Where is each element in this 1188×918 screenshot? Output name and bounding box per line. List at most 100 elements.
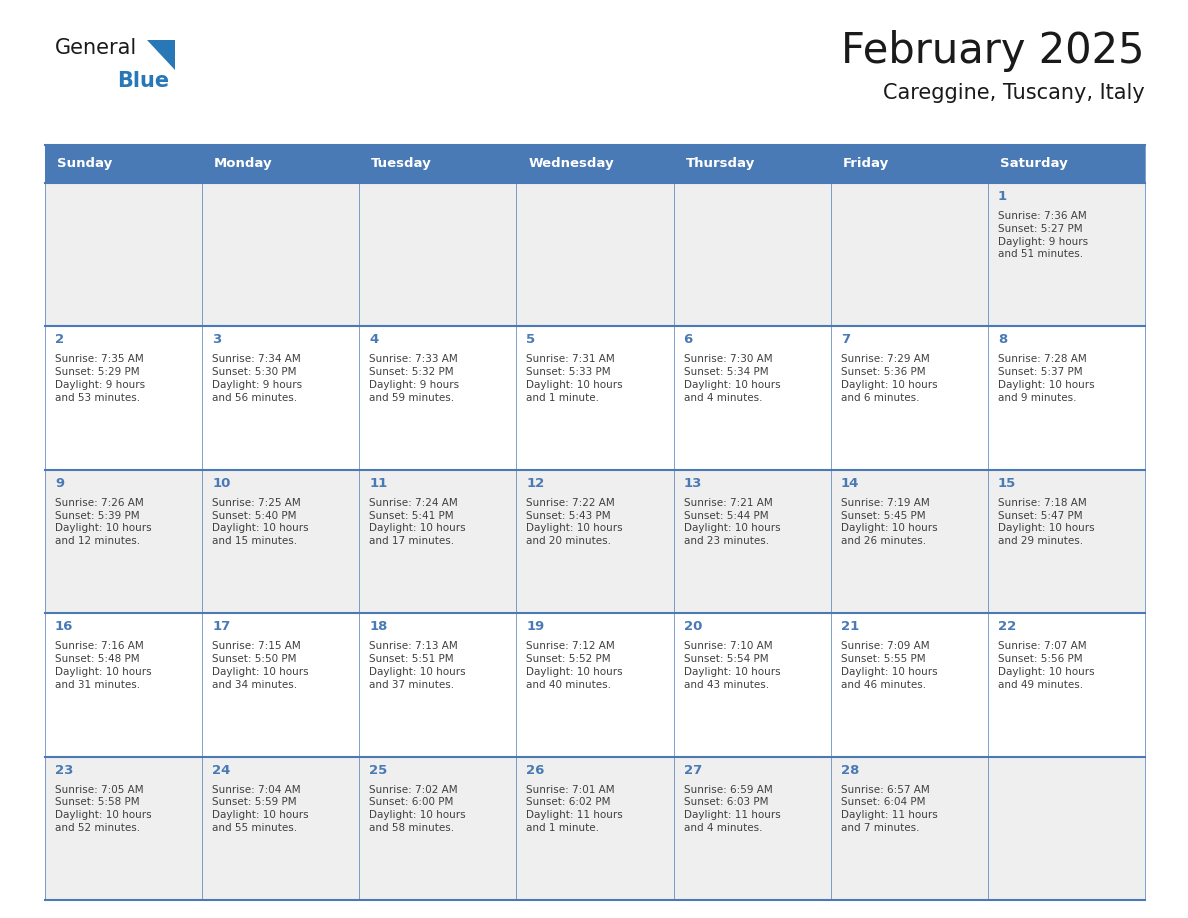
Text: Sunrise: 7:26 AM
Sunset: 5:39 PM
Daylight: 10 hours
and 12 minutes.: Sunrise: 7:26 AM Sunset: 5:39 PM Dayligh… <box>55 498 152 546</box>
Text: 10: 10 <box>213 476 230 490</box>
Text: Sunrise: 7:05 AM
Sunset: 5:58 PM
Daylight: 10 hours
and 52 minutes.: Sunrise: 7:05 AM Sunset: 5:58 PM Dayligh… <box>55 785 152 833</box>
Text: Sunrise: 7:22 AM
Sunset: 5:43 PM
Daylight: 10 hours
and 20 minutes.: Sunrise: 7:22 AM Sunset: 5:43 PM Dayligh… <box>526 498 623 546</box>
Text: 23: 23 <box>55 764 74 777</box>
Bar <box>830 183 988 327</box>
Text: Sunrise: 7:31 AM
Sunset: 5:33 PM
Daylight: 10 hours
and 1 minute.: Sunrise: 7:31 AM Sunset: 5:33 PM Dayligh… <box>526 354 623 403</box>
Bar <box>830 470 988 613</box>
Bar <box>674 756 830 900</box>
Text: Sunrise: 7:02 AM
Sunset: 6:00 PM
Daylight: 10 hours
and 58 minutes.: Sunrise: 7:02 AM Sunset: 6:00 PM Dayligh… <box>369 785 466 833</box>
Text: Sunrise: 7:10 AM
Sunset: 5:54 PM
Daylight: 10 hours
and 43 minutes.: Sunrise: 7:10 AM Sunset: 5:54 PM Dayligh… <box>683 641 781 689</box>
Text: Sunrise: 7:19 AM
Sunset: 5:45 PM
Daylight: 10 hours
and 26 minutes.: Sunrise: 7:19 AM Sunset: 5:45 PM Dayligh… <box>841 498 937 546</box>
Bar <box>830 756 988 900</box>
Text: 13: 13 <box>683 476 702 490</box>
Text: Sunrise: 7:30 AM
Sunset: 5:34 PM
Daylight: 10 hours
and 4 minutes.: Sunrise: 7:30 AM Sunset: 5:34 PM Dayligh… <box>683 354 781 403</box>
Text: Sunrise: 7:15 AM
Sunset: 5:50 PM
Daylight: 10 hours
and 34 minutes.: Sunrise: 7:15 AM Sunset: 5:50 PM Dayligh… <box>213 641 309 689</box>
Bar <box>988 145 1145 183</box>
Bar <box>45 327 202 470</box>
Bar <box>45 756 202 900</box>
Text: Sunrise: 6:59 AM
Sunset: 6:03 PM
Daylight: 11 hours
and 4 minutes.: Sunrise: 6:59 AM Sunset: 6:03 PM Dayligh… <box>683 785 781 833</box>
Text: 11: 11 <box>369 476 387 490</box>
Bar <box>517 613 674 756</box>
Bar <box>359 613 517 756</box>
Bar <box>359 756 517 900</box>
Text: 19: 19 <box>526 621 544 633</box>
Bar <box>202 613 359 756</box>
Bar <box>988 183 1145 327</box>
Bar <box>988 756 1145 900</box>
Text: 27: 27 <box>683 764 702 777</box>
Text: Sunrise: 7:01 AM
Sunset: 6:02 PM
Daylight: 11 hours
and 1 minute.: Sunrise: 7:01 AM Sunset: 6:02 PM Dayligh… <box>526 785 624 833</box>
Bar <box>830 613 988 756</box>
Text: Wednesday: Wednesday <box>529 158 614 171</box>
Text: 9: 9 <box>55 476 64 490</box>
Bar <box>830 145 988 183</box>
Text: General: General <box>55 38 138 58</box>
Bar <box>674 145 830 183</box>
Bar <box>988 327 1145 470</box>
Text: Sunrise: 7:18 AM
Sunset: 5:47 PM
Daylight: 10 hours
and 29 minutes.: Sunrise: 7:18 AM Sunset: 5:47 PM Dayligh… <box>998 498 1094 546</box>
Text: Sunrise: 7:16 AM
Sunset: 5:48 PM
Daylight: 10 hours
and 31 minutes.: Sunrise: 7:16 AM Sunset: 5:48 PM Dayligh… <box>55 641 152 689</box>
Text: Thursday: Thursday <box>685 158 754 171</box>
Text: Tuesday: Tuesday <box>372 158 432 171</box>
Text: 6: 6 <box>683 333 693 346</box>
Bar <box>359 470 517 613</box>
Text: 14: 14 <box>841 476 859 490</box>
Text: 17: 17 <box>213 621 230 633</box>
Text: Sunrise: 6:57 AM
Sunset: 6:04 PM
Daylight: 11 hours
and 7 minutes.: Sunrise: 6:57 AM Sunset: 6:04 PM Dayligh… <box>841 785 937 833</box>
Bar <box>517 470 674 613</box>
Text: 25: 25 <box>369 764 387 777</box>
Text: Sunrise: 7:09 AM
Sunset: 5:55 PM
Daylight: 10 hours
and 46 minutes.: Sunrise: 7:09 AM Sunset: 5:55 PM Dayligh… <box>841 641 937 689</box>
Bar <box>988 470 1145 613</box>
Bar <box>202 145 359 183</box>
Bar <box>674 613 830 756</box>
Text: Sunrise: 7:12 AM
Sunset: 5:52 PM
Daylight: 10 hours
and 40 minutes.: Sunrise: 7:12 AM Sunset: 5:52 PM Dayligh… <box>526 641 623 689</box>
Text: Blue: Blue <box>116 71 169 91</box>
Text: Sunrise: 7:07 AM
Sunset: 5:56 PM
Daylight: 10 hours
and 49 minutes.: Sunrise: 7:07 AM Sunset: 5:56 PM Dayligh… <box>998 641 1094 689</box>
Bar <box>517 327 674 470</box>
Text: 2: 2 <box>55 333 64 346</box>
Text: Monday: Monday <box>214 158 273 171</box>
Bar <box>359 145 517 183</box>
Text: 16: 16 <box>55 621 74 633</box>
Text: Sunrise: 7:21 AM
Sunset: 5:44 PM
Daylight: 10 hours
and 23 minutes.: Sunrise: 7:21 AM Sunset: 5:44 PM Dayligh… <box>683 498 781 546</box>
Text: Sunrise: 7:25 AM
Sunset: 5:40 PM
Daylight: 10 hours
and 15 minutes.: Sunrise: 7:25 AM Sunset: 5:40 PM Dayligh… <box>213 498 309 546</box>
Text: Sunrise: 7:34 AM
Sunset: 5:30 PM
Daylight: 9 hours
and 56 minutes.: Sunrise: 7:34 AM Sunset: 5:30 PM Dayligh… <box>213 354 302 403</box>
Text: 18: 18 <box>369 621 387 633</box>
Text: Sunrise: 7:24 AM
Sunset: 5:41 PM
Daylight: 10 hours
and 17 minutes.: Sunrise: 7:24 AM Sunset: 5:41 PM Dayligh… <box>369 498 466 546</box>
Bar <box>45 145 202 183</box>
Text: Sunrise: 7:29 AM
Sunset: 5:36 PM
Daylight: 10 hours
and 6 minutes.: Sunrise: 7:29 AM Sunset: 5:36 PM Dayligh… <box>841 354 937 403</box>
Text: Sunrise: 7:13 AM
Sunset: 5:51 PM
Daylight: 10 hours
and 37 minutes.: Sunrise: 7:13 AM Sunset: 5:51 PM Dayligh… <box>369 641 466 689</box>
Bar <box>674 470 830 613</box>
Text: 8: 8 <box>998 333 1007 346</box>
Text: Sunrise: 7:36 AM
Sunset: 5:27 PM
Daylight: 9 hours
and 51 minutes.: Sunrise: 7:36 AM Sunset: 5:27 PM Dayligh… <box>998 211 1088 260</box>
Bar <box>517 756 674 900</box>
Polygon shape <box>147 40 175 70</box>
Text: 7: 7 <box>841 333 849 346</box>
Bar <box>517 145 674 183</box>
Bar <box>359 327 517 470</box>
Text: Sunday: Sunday <box>57 158 112 171</box>
Bar <box>45 183 202 327</box>
Text: Sunrise: 7:33 AM
Sunset: 5:32 PM
Daylight: 9 hours
and 59 minutes.: Sunrise: 7:33 AM Sunset: 5:32 PM Dayligh… <box>369 354 460 403</box>
Bar <box>674 183 830 327</box>
Text: Careggine, Tuscany, Italy: Careggine, Tuscany, Italy <box>883 83 1145 103</box>
Text: Saturday: Saturday <box>1000 158 1068 171</box>
Text: Sunrise: 7:35 AM
Sunset: 5:29 PM
Daylight: 9 hours
and 53 minutes.: Sunrise: 7:35 AM Sunset: 5:29 PM Dayligh… <box>55 354 145 403</box>
Text: Sunrise: 7:04 AM
Sunset: 5:59 PM
Daylight: 10 hours
and 55 minutes.: Sunrise: 7:04 AM Sunset: 5:59 PM Dayligh… <box>213 785 309 833</box>
Bar <box>517 183 674 327</box>
Text: 5: 5 <box>526 333 536 346</box>
Bar <box>988 613 1145 756</box>
Bar <box>674 327 830 470</box>
Bar <box>45 613 202 756</box>
Bar <box>830 327 988 470</box>
Text: 15: 15 <box>998 476 1016 490</box>
Bar <box>202 470 359 613</box>
Text: 1: 1 <box>998 190 1007 203</box>
Text: February 2025: February 2025 <box>841 30 1145 72</box>
Bar <box>202 756 359 900</box>
Text: 20: 20 <box>683 621 702 633</box>
Bar <box>202 183 359 327</box>
Text: 12: 12 <box>526 476 544 490</box>
Text: 21: 21 <box>841 621 859 633</box>
Text: 3: 3 <box>213 333 221 346</box>
